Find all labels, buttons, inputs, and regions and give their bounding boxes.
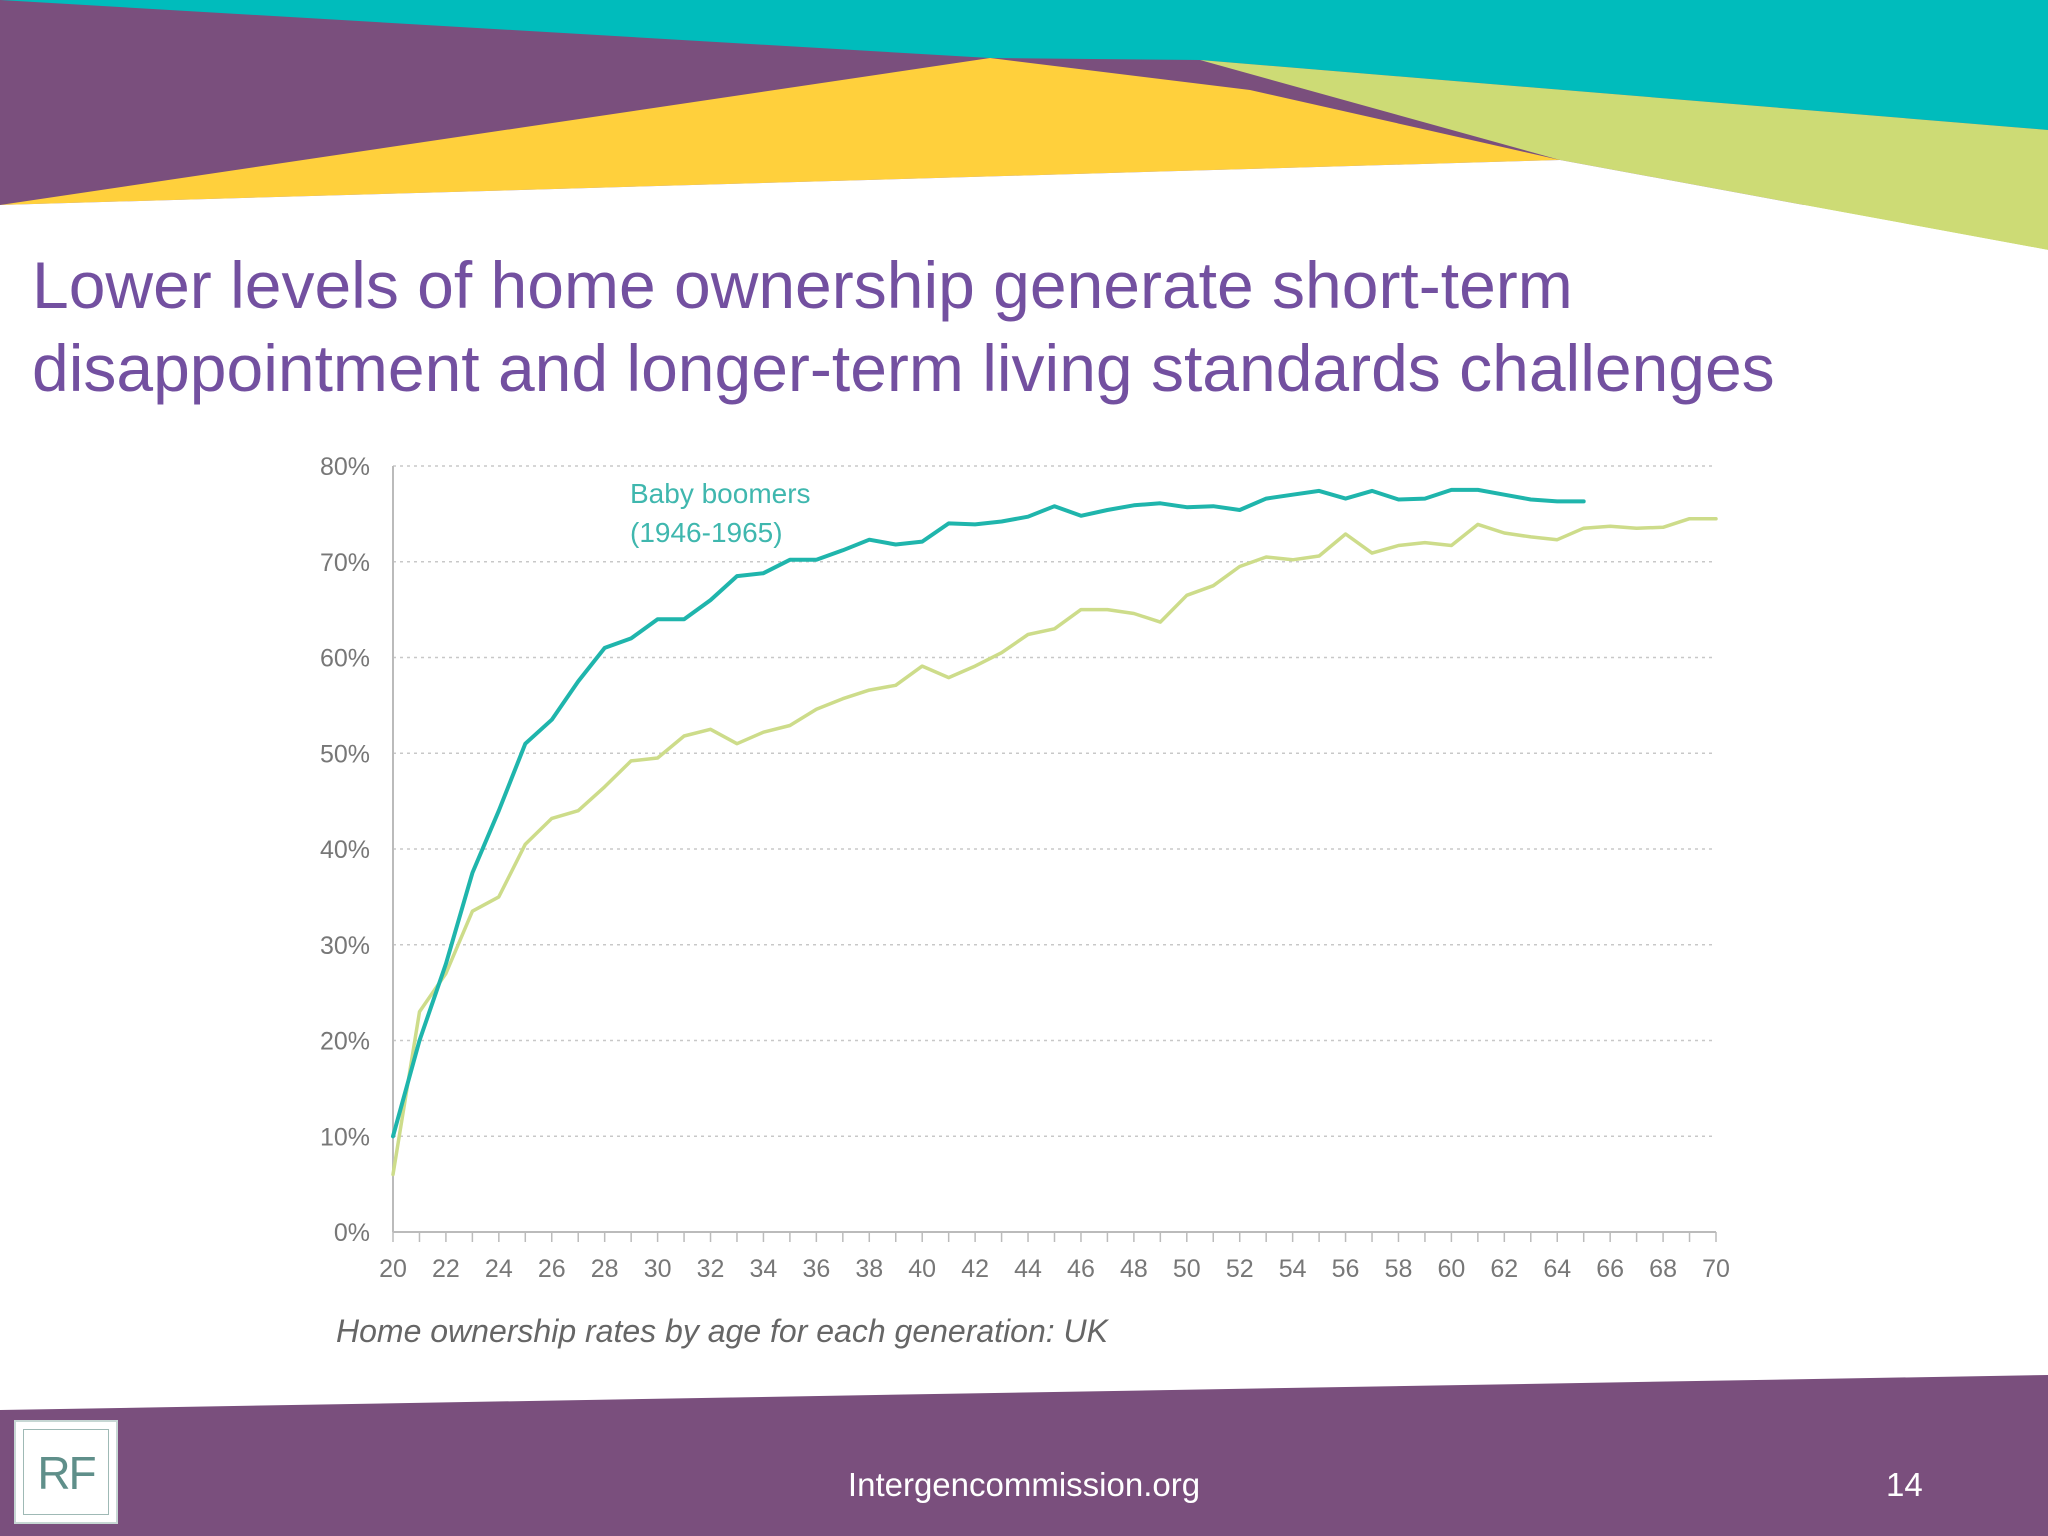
x-tick-label: 24: [485, 1255, 513, 1283]
x-tick-label: 70: [1702, 1255, 1730, 1283]
x-tick-label: 68: [1649, 1255, 1677, 1283]
x-tick-label: 22: [432, 1255, 460, 1283]
top-lime-band: [1200, 60, 2048, 250]
slide-title-line-1: Lower levels of home ownership generate …: [32, 248, 1573, 322]
y-tick-label: 0%: [334, 1219, 370, 1247]
slide-title: Lower levels of home ownership generate …: [32, 244, 2012, 410]
chart-axes: [392, 466, 1717, 1242]
x-tick-label: 36: [802, 1255, 830, 1283]
x-tick-label: 64: [1543, 1255, 1571, 1283]
page-number: 14: [1886, 1466, 1923, 1503]
y-tick-label: 50%: [320, 740, 370, 768]
bottom-purple-band: [0, 1375, 2048, 1536]
y-tick-label: 20%: [320, 1028, 370, 1056]
series-line-comparison: [391, 516, 1718, 1177]
x-tick-label: 34: [750, 1255, 778, 1283]
y-tick-label: 10%: [320, 1123, 370, 1151]
y-tick-label: 30%: [320, 932, 370, 960]
series-label-boomers-line1: Baby boomers: [630, 478, 811, 509]
series-line-baby-boomers: [391, 487, 1586, 1139]
x-tick-label: 46: [1067, 1255, 1095, 1283]
x-tick-label: 26: [538, 1255, 566, 1283]
y-tick-label: 40%: [320, 836, 370, 864]
white-cut: [0, 160, 2048, 1536]
x-tick-label: 48: [1120, 1255, 1148, 1283]
y-tick-label: 70%: [320, 549, 370, 577]
x-tick-label: 58: [1385, 1255, 1413, 1283]
series-label-boomers-line2: (1946-1965): [630, 517, 783, 548]
x-tick-label: 42: [961, 1255, 989, 1283]
x-tick-label: 50: [1173, 1255, 1201, 1283]
chart-caption: Home ownership rates by age for each gen…: [336, 1313, 1108, 1349]
x-tick-label: 44: [1014, 1255, 1042, 1283]
chart-gridlines: [393, 465, 1716, 1137]
x-tick-label: 38: [855, 1255, 883, 1283]
rf-logo: RF: [14, 1420, 118, 1524]
x-tick-label: 56: [1332, 1255, 1360, 1283]
y-tick-label: 60%: [320, 645, 370, 673]
rf-logo-text: RF: [37, 1447, 96, 1499]
rf-logo-frame: [23, 1429, 109, 1515]
x-tick-label: 54: [1279, 1255, 1307, 1283]
top-teal-band: [0, 0, 2048, 130]
x-tick-label: 32: [697, 1255, 725, 1283]
footer-url: Intergencommission.org: [847, 1466, 1201, 1503]
x-tick-label: 40: [908, 1255, 936, 1283]
top-yellow-band: [0, 58, 1560, 205]
x-tick-label: 66: [1596, 1255, 1624, 1283]
x-tick-label: 30: [644, 1255, 672, 1283]
chart-series: [391, 487, 1718, 1177]
x-tick-label: 60: [1437, 1255, 1465, 1283]
y-axis-tick-labels: 0% 10% 20% 30% 40% 50% 60% 70% 80%: [320, 453, 370, 1247]
x-tick-label: 62: [1490, 1255, 1518, 1283]
x-tick-label: 28: [591, 1255, 619, 1283]
x-tick-label: 52: [1226, 1255, 1254, 1283]
x-axis-tick-labels: 20 22 24 26 28 30 32 34 36 38 40 42 44 46 48 50 52 54 56 58…: [379, 1255, 1730, 1283]
slide-title-line-2: disappointment and longer-term living st…: [32, 331, 1775, 405]
x-tick-label: 20: [379, 1255, 407, 1283]
y-tick-label: 80%: [320, 453, 370, 481]
